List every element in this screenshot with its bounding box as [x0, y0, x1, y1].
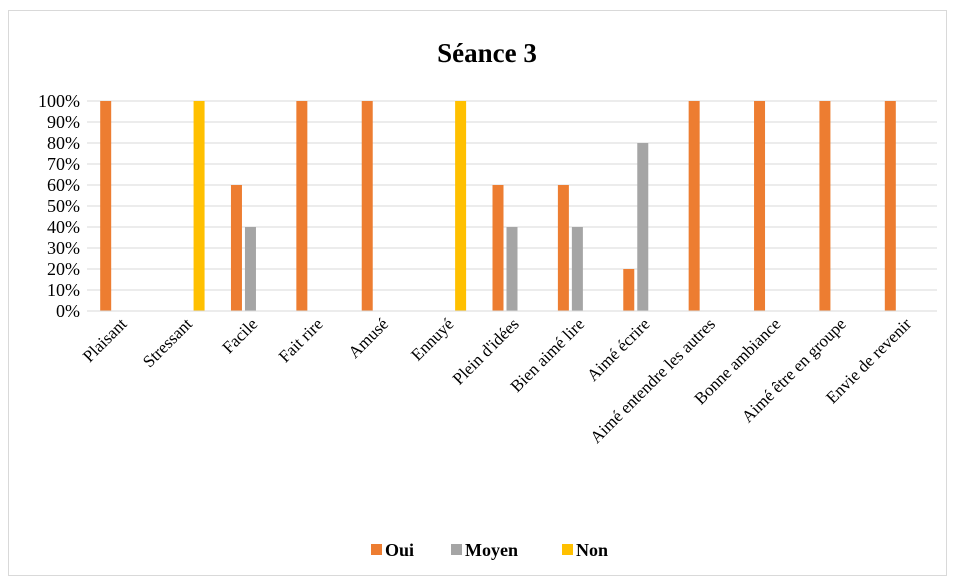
legend-swatch-non	[562, 544, 573, 555]
bar-moyen	[506, 227, 518, 311]
legend-label-moyen: Moyen	[465, 540, 518, 560]
chart-area	[8, 10, 947, 576]
x-category-label: Fait rire	[275, 314, 327, 366]
y-tick-label: 60%	[47, 175, 80, 195]
chart-title: Séance 3	[437, 38, 537, 68]
x-category-label: Stressant	[139, 314, 196, 371]
legend: Oui Moyen Non	[371, 540, 608, 560]
bar-non	[455, 101, 467, 311]
bar-moyen	[571, 227, 583, 311]
bar-oui	[230, 185, 242, 311]
bar-oui	[296, 101, 308, 311]
bar-oui	[361, 101, 373, 311]
bar-moyen	[244, 227, 256, 311]
y-tick-label: 10%	[47, 280, 80, 300]
bar-oui	[100, 101, 112, 311]
bar-oui	[688, 101, 700, 311]
bar-oui	[557, 185, 569, 311]
y-tick-label: 90%	[47, 112, 80, 132]
legend-swatch-oui	[371, 544, 382, 555]
x-category-label: Ennuyé	[407, 314, 457, 364]
bar-non	[193, 101, 205, 311]
y-tick-label: 30%	[47, 238, 80, 258]
bar-oui	[884, 101, 896, 311]
y-tick-label: 70%	[47, 154, 80, 174]
x-axis-labels: Plaisant Stressant Facile Fait rire Amusé Enn…	[79, 314, 915, 447]
legend-label-oui: Oui	[385, 540, 414, 560]
x-category-label: Plaisant	[79, 314, 131, 366]
bar-oui	[754, 101, 766, 311]
bars	[100, 101, 896, 311]
y-tick-label: 40%	[47, 217, 80, 237]
x-category-label: Facile	[218, 314, 261, 357]
x-category-label: Aimé écrire	[583, 314, 654, 385]
x-category-label: Amusé	[345, 314, 392, 361]
y-tick-label: 80%	[47, 133, 80, 153]
bar-oui	[819, 101, 831, 311]
y-tick-label: 0%	[56, 301, 80, 321]
bar-oui	[492, 185, 504, 311]
legend-label-non: Non	[576, 540, 608, 560]
y-axis-ticks: 0%10%20%30%40%50%60%70%80%90%100%	[38, 91, 80, 321]
y-tick-label: 20%	[47, 259, 80, 279]
x-category-label: Aimé entendre les autres	[586, 314, 719, 447]
y-tick-label: 100%	[38, 91, 80, 111]
bar-moyen	[637, 143, 649, 311]
bar-oui	[623, 269, 635, 311]
legend-swatch-moyen	[451, 544, 462, 555]
y-tick-label: 50%	[47, 196, 80, 216]
